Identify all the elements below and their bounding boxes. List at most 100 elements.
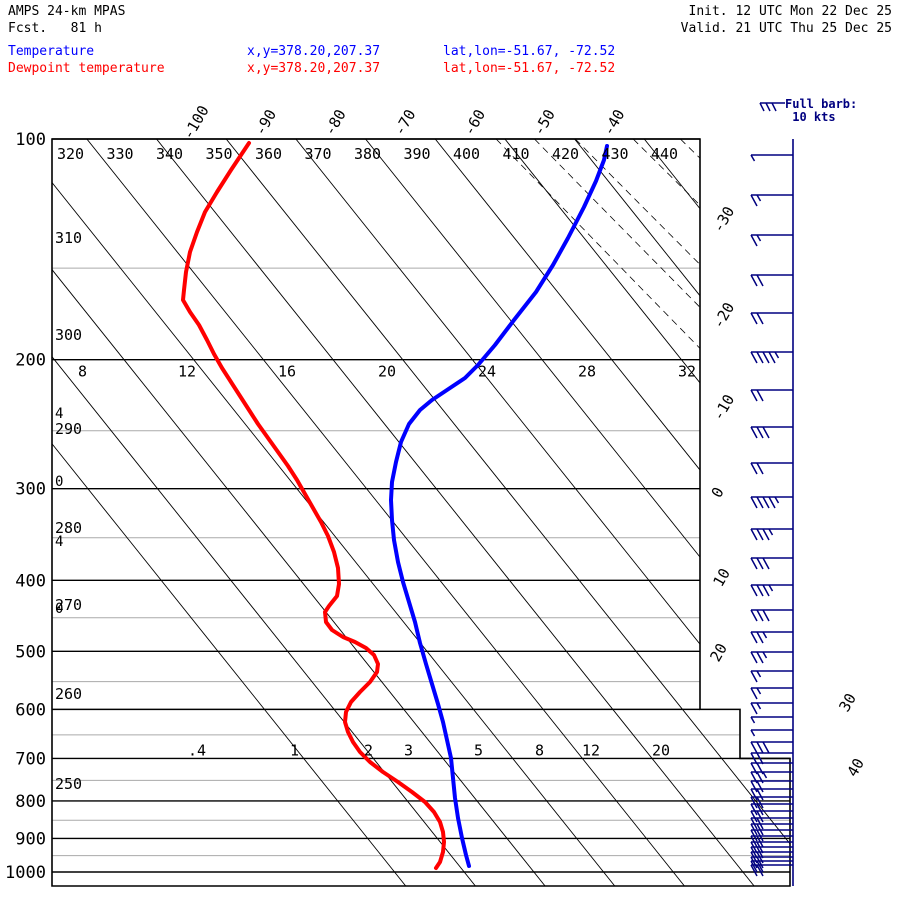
theta-label-left: 260 — [55, 685, 82, 703]
theta-label-left: 280 — [55, 519, 82, 537]
sounding-curve-dewpoint — [181, 141, 446, 870]
sounding-curves — [181, 141, 609, 870]
wind-barb — [750, 389, 793, 402]
isotherm-right-label: -30 — [709, 203, 738, 235]
wind-barb — [750, 528, 793, 541]
dewpoint-legend-label: Dewpoint temperature — [8, 61, 165, 76]
model-title: AMPS 24-km MPAS — [8, 4, 126, 19]
wind-barb — [750, 351, 793, 364]
mixing-ratio-label-200: 8 — [78, 363, 87, 381]
wind-barb-column — [750, 139, 794, 886]
wind-barb — [750, 752, 793, 765]
wind-barb — [750, 651, 793, 664]
forecast-hour: Fcst. 81 h — [8, 21, 102, 36]
wind-barb — [750, 609, 793, 622]
mixing-ratio-label-700: 12 — [582, 741, 600, 759]
mixing-ratio-label-left: 0 — [55, 601, 63, 617]
theta-label-top: 340 — [156, 145, 183, 163]
isotherm-right-label: 40 — [843, 755, 868, 780]
wind-barb — [750, 788, 793, 801]
wind-barb — [750, 796, 793, 809]
wind-barb — [750, 312, 793, 325]
mixing-ratio-label-left: 4 — [55, 534, 63, 550]
isotherm-top-label: -70 — [390, 106, 419, 138]
theta-label-top: 330 — [107, 145, 134, 163]
temperature-xy-readout: x,y=378.20,207.37 — [247, 44, 381, 59]
mixing-ratio-label-200: 20 — [378, 363, 396, 381]
mixing-ratio-label-700: 5 — [474, 741, 483, 759]
mixing-ratio-label-700: 8 — [535, 741, 544, 759]
theta-label-left: 250 — [55, 775, 82, 793]
legend-barb-icon — [759, 102, 785, 112]
wind-barb — [750, 670, 793, 683]
wind-barb — [750, 860, 793, 873]
isotherm-top-label: -50 — [530, 106, 559, 138]
pressure-tick-label: 900 — [15, 829, 46, 849]
pressure-tick-label: 1000 — [5, 863, 46, 883]
isotherm-right-label: 30 — [835, 690, 860, 715]
pressure-tick-label: 300 — [15, 480, 46, 500]
theta-label-top: 430 — [602, 145, 629, 163]
pressure-tick-label: 400 — [15, 571, 46, 591]
major-pressure-gridlines — [52, 138, 790, 873]
wind-barb — [750, 154, 793, 162]
pressure-tick-label: 800 — [15, 792, 46, 812]
isotherm-top-label: -60 — [460, 106, 489, 138]
temperature-legend-label: Temperature — [8, 44, 95, 59]
wind-barb — [750, 462, 793, 475]
pressure-tick-label: 600 — [15, 700, 46, 720]
isotherm-right-label: -10 — [709, 391, 738, 423]
wind-barb — [750, 584, 793, 597]
valid-time: Valid. 21 UTC Thu 25 Dec 25 — [680, 21, 892, 36]
wind-barb — [750, 716, 793, 724]
dewpoint-xy-readout: x,y=378.20,207.37 — [247, 61, 381, 76]
mixing-ratio-lines — [495, 139, 790, 476]
mixing-ratio-label-left: 0 — [55, 474, 63, 490]
wind-barb-legend-line2: 10 kts — [785, 110, 836, 124]
theta-label-left: 300 — [55, 326, 82, 344]
mixing-ratio-label-700: .4 — [188, 741, 206, 759]
mixing-ratio-label-200: 12 — [178, 363, 196, 381]
theta-label-top: 410 — [503, 145, 530, 163]
dewpoint-latlon-readout: lat,lon=-51.67, -72.52 — [443, 61, 616, 76]
theta-label-top: 320 — [57, 145, 84, 163]
mixing-ratio-label-left: 4 — [55, 406, 63, 422]
wind-barb — [750, 194, 793, 207]
wind-barb — [750, 780, 793, 793]
wind-barb — [750, 864, 793, 877]
wind-barb — [750, 687, 793, 700]
mixing-ratio-label-700: 1 — [290, 741, 299, 759]
isotherm-top-label: -40 — [599, 106, 628, 138]
wind-barb — [750, 274, 793, 287]
wind-barb-legend-line1: Full barb: — [785, 97, 858, 111]
wind-barb — [750, 631, 793, 644]
theta-label-top: 350 — [206, 145, 233, 163]
isotherm-right-label: 10 — [709, 565, 734, 590]
isotherm-top-label: -100 — [179, 102, 213, 142]
theta-label-left: 310 — [55, 229, 82, 247]
mixing-ratio-label-200: 16 — [278, 363, 296, 381]
wind-barb — [750, 856, 793, 869]
mixing-ratio-label-200: 24 — [478, 363, 496, 381]
pressure-tick-label: 100 — [15, 130, 46, 150]
theta-label-top: 390 — [404, 145, 431, 163]
mixing-ratio-label-200: 32 — [678, 363, 696, 381]
sounding-curve-temperature — [389, 144, 609, 868]
wind-barb — [750, 234, 793, 247]
pressure-tick-label: 700 — [15, 749, 46, 769]
pressure-tick-label: 200 — [15, 351, 46, 371]
mixing-ratio-label-700: 20 — [652, 741, 670, 759]
isotherm-top-label: -80 — [321, 106, 350, 138]
wind-barb — [750, 426, 793, 439]
theta-label-left: 270 — [55, 596, 82, 614]
plot-frame — [51, 138, 791, 887]
minor-pressure-gridlines — [52, 267, 790, 857]
pressure-tick-label: 500 — [15, 642, 46, 662]
theta-label-top: 440 — [651, 145, 678, 163]
wind-barb — [750, 803, 793, 816]
theta-label-top: 370 — [305, 145, 332, 163]
mixing-ratio-label-200: 28 — [578, 363, 596, 381]
